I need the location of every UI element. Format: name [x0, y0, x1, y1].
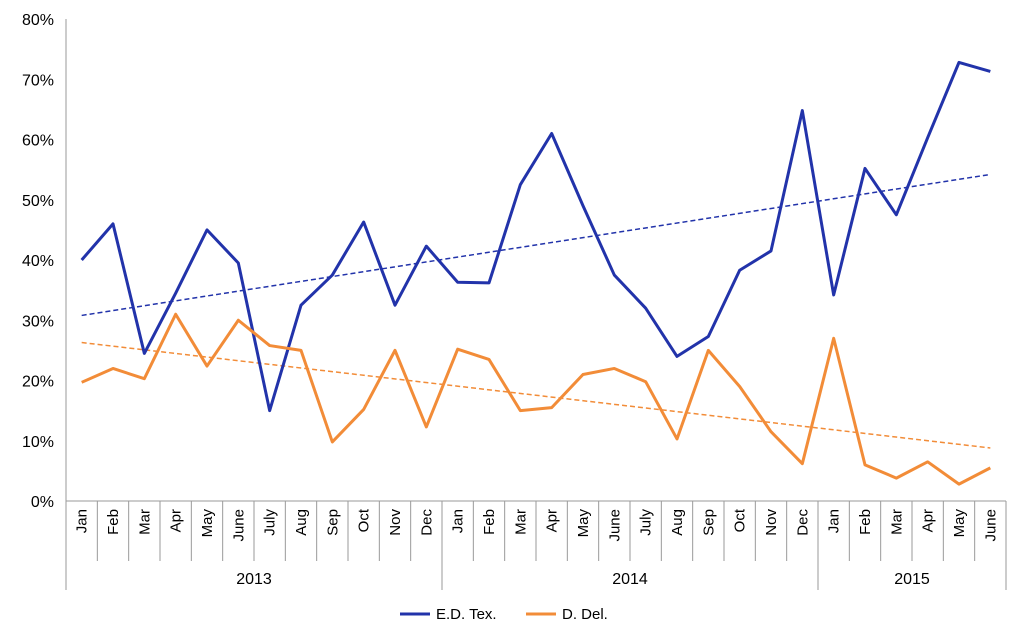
y-tick-label: 10% — [22, 434, 54, 451]
x-tick-label: Jan — [450, 509, 467, 533]
y-tick-label: 30% — [22, 313, 54, 330]
x-tick-label: Jan — [74, 509, 91, 533]
y-tick-label: 20% — [22, 374, 54, 391]
x-year-label: 2015 — [894, 571, 930, 588]
series-lines — [82, 62, 991, 484]
x-year-label: 2014 — [612, 571, 648, 588]
x-tick-label: Nov — [387, 509, 404, 536]
x-tick-label: July — [638, 509, 655, 536]
y-axis: 0% 10% 20% 30% 40% 50% 60% 70% 80% — [22, 12, 66, 511]
y-tick-label: 80% — [22, 12, 54, 29]
trendline-series-1 — [82, 343, 991, 448]
x-tick-label: June — [982, 509, 999, 542]
trendline-series-0 — [82, 174, 991, 315]
x-tick-label: Mar — [888, 509, 905, 535]
x-tick-label: May — [575, 509, 592, 538]
x-tick-label: Aug — [293, 509, 310, 536]
x-tick-label: Oct — [732, 508, 749, 532]
x-tick-label: Mar — [136, 509, 153, 535]
x-tick-label: Dec — [794, 509, 811, 536]
x-tick-label: Mar — [512, 509, 529, 535]
x-tick-label: Apr — [920, 509, 937, 532]
x-year-label: 2013 — [236, 571, 272, 588]
x-tick-label: Nov — [763, 509, 780, 536]
x-tick-label: Feb — [105, 509, 122, 535]
x-tick-label: Feb — [857, 509, 874, 535]
legend: E.D. Tex. D. Del. — [400, 606, 608, 623]
x-tick-label: Oct — [356, 508, 373, 532]
y-tick-label: 0% — [31, 494, 54, 511]
x-tick-label: Aug — [669, 509, 686, 536]
x-tick-label: Dec — [418, 509, 435, 536]
x-tick-label: Sep — [700, 509, 717, 536]
y-tick-label: 50% — [22, 193, 54, 210]
x-tick-label: May — [199, 509, 216, 538]
x-tick-label: June — [230, 509, 247, 542]
x-tick-label: June — [606, 509, 623, 542]
x-tick-label: Sep — [324, 509, 341, 536]
x-tick-label: Jan — [826, 509, 843, 533]
legend-label: E.D. Tex. — [436, 606, 497, 623]
y-tick-label: 70% — [22, 72, 54, 89]
x-axis: Jan Feb Mar Apr May June July Aug Sep Oct Nov Dec Ja… — [66, 501, 1006, 590]
series-line-1 — [82, 314, 991, 484]
y-tick-label: 40% — [22, 253, 54, 270]
x-tick-label: Apr — [168, 509, 185, 532]
legend-label: D. Del. — [562, 606, 608, 623]
x-tick-label: May — [951, 509, 968, 538]
x-tick-label: Feb — [481, 509, 498, 535]
x-tick-label: Apr — [544, 509, 561, 532]
x-tick-label: July — [262, 509, 279, 536]
y-tick-label: 60% — [22, 133, 54, 150]
